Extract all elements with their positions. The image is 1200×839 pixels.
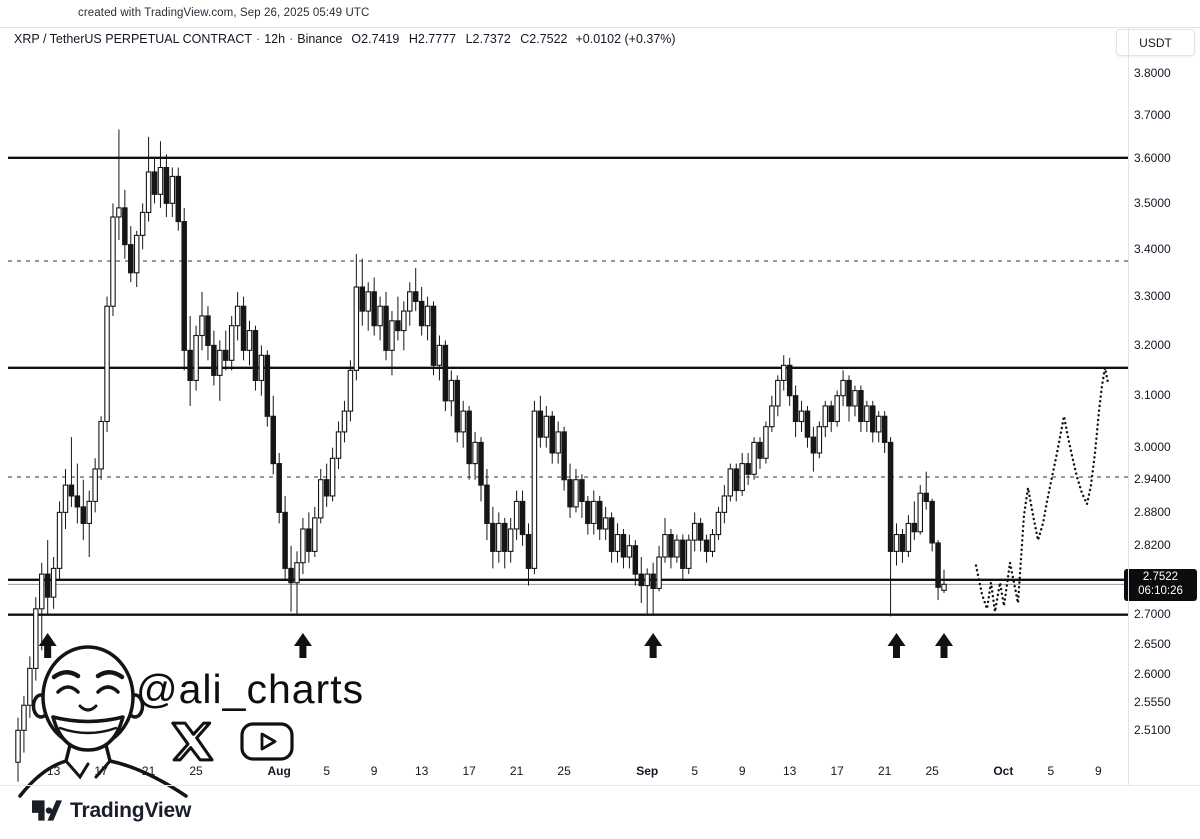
tradingview-logo[interactable]: TradingView (32, 799, 191, 823)
ohlc-values: O2.7419 H2.7777 L2.7372 C2.7522 (351, 32, 568, 46)
time-tick-label: 9 (1094, 764, 1102, 778)
price-tick-label: 2.5100 (1134, 722, 1171, 737)
panel-top-border (0, 27, 1200, 28)
time-tick-label: 13 (414, 764, 429, 778)
legend-separator-2: · (289, 32, 294, 46)
interval-label: 12h (264, 32, 286, 46)
time-tick-label: 25 (925, 764, 939, 778)
price-tick-label: 3.8000 (1134, 65, 1171, 80)
time-tick-label: 17 (94, 764, 108, 778)
change-value: +0.0102 (+0.37%) (575, 32, 676, 46)
time-tick-label: 17 (462, 764, 476, 778)
price-tick-label: 2.9400 (1134, 472, 1171, 487)
artist-handle-watermark: @ali_charts (136, 666, 365, 712)
price-tick-label: 2.7000 (1134, 607, 1171, 622)
price-tick-label: 3.7000 (1134, 107, 1171, 122)
price-tick-label: 3.3000 (1134, 289, 1171, 304)
price-tick-label: 3.4000 (1134, 241, 1171, 256)
artist-avatar-watermark (16, 645, 192, 798)
price-tick-label: 2.8200 (1134, 538, 1171, 553)
tradingview-logo-icon (32, 800, 62, 821)
footer-divider (0, 785, 1200, 786)
price-tick-label: 2.6500 (1134, 636, 1171, 651)
legend-separator-1: · (256, 32, 261, 46)
symbol-legend[interactable]: XRP / TetherUS PERPETUAL CONTRACT · 12h · Bi… (14, 32, 676, 46)
price-tick-label: 3.2000 (1134, 337, 1171, 352)
time-tick-label: 21 (141, 764, 156, 778)
time-tick-label: 9 (738, 764, 746, 778)
last-price-badge[interactable]: 2.7522 06:10:26 (1124, 569, 1197, 602)
symbol-title: XRP / TetherUS PERPETUAL CONTRACT (14, 32, 253, 46)
time-tick-label: 5 (1047, 764, 1055, 778)
time-tick-label: 9 (370, 764, 378, 778)
axis-separator (1128, 27, 1129, 785)
price-axis[interactable]: 3.8000 3.7000 3.6000 3.5000 3.4000 3.3000 3.20… (1129, 27, 1200, 785)
time-tick-label: 21 (877, 764, 892, 778)
time-tick-label: 25 (189, 764, 203, 778)
price-tick-label: 3.0000 (1134, 440, 1171, 455)
price-tick-label: 3.6000 (1134, 151, 1171, 166)
last-price-value: 2.7522 (1142, 571, 1179, 584)
time-tick-label: 17 (830, 764, 844, 778)
time-tick-label: 25 (557, 764, 571, 778)
attribution-text: created with TradingView.com, Sep 26, 20… (78, 7, 370, 19)
exchange-label: Binance (297, 32, 343, 46)
currency-unit-button[interactable]: USDT (1116, 29, 1195, 56)
time-tick-label: 5 (323, 764, 330, 778)
time-tick-label: 21 (509, 764, 524, 778)
time-tick-label: 13 (782, 764, 797, 778)
youtube-icon (240, 722, 294, 761)
time-tick-label: 13 (46, 764, 61, 778)
tradingview-logo-text: TradingView (70, 799, 192, 822)
x-twitter-icon (171, 721, 214, 762)
price-tick-label: 2.8800 (1134, 504, 1171, 519)
price-tick-label: 3.5000 (1134, 195, 1171, 210)
time-tick-label: Sep (636, 764, 659, 778)
price-tick-label: 2.5550 (1134, 694, 1171, 709)
time-tick-label: Aug (267, 764, 291, 778)
time-tick-label: Oct (993, 764, 1014, 778)
time-axis[interactable]: 13 17 21 25 Aug 5 9 13 17 21 25 Sep 5 9 13 17 21 25 Oct 5 9 (0, 760, 1128, 785)
price-tick-label: 2.6000 (1134, 666, 1171, 681)
time-tick-label: 5 (691, 764, 699, 778)
currency-unit-label: USDT (1139, 35, 1172, 50)
price-tick-label: 3.1000 (1134, 388, 1171, 403)
bar-countdown: 06:10:26 (1138, 584, 1183, 597)
